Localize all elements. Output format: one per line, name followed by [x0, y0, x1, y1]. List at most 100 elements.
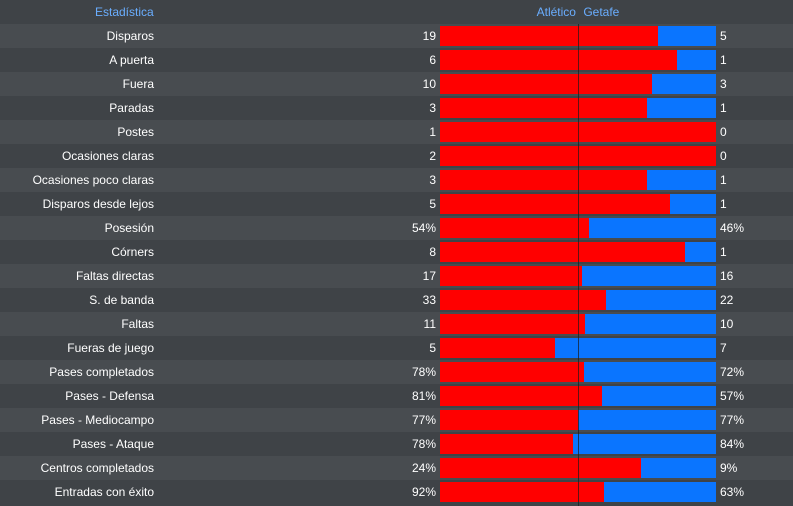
away-value: 3 [720, 77, 727, 91]
home-value: 92% [411, 485, 436, 499]
stat-row: Córners 8 1 [0, 240, 793, 264]
away-value: 1 [720, 197, 727, 211]
stats-header: Estadística Atlético Getafe [0, 0, 793, 24]
away-value: 46% [720, 221, 745, 235]
stat-row: Faltas 11 10 [0, 312, 793, 336]
home-value: 1 [429, 125, 436, 139]
stats-table: Disparos 19 5 A puerta 6 1 Fuera 10 3 Paradas 3 1 Po… [0, 24, 793, 504]
home-value: 3 [429, 173, 436, 187]
home-bar-segment [440, 314, 585, 334]
stat-row: Postes 1 0 [0, 120, 793, 144]
stat-row: Disparos desde lejos 5 1 [0, 192, 793, 216]
stat-row: Entradas con éxito 92% 63% [0, 480, 793, 504]
center-divider [578, 24, 579, 506]
stat-label: Pases - Mediocampo [41, 413, 154, 427]
stat-row: Fuera 10 3 [0, 72, 793, 96]
home-value: 8 [429, 245, 436, 259]
home-value: 33 [422, 293, 436, 307]
away-value: 0 [720, 149, 727, 163]
team-names-header: Atlético Getafe [440, 5, 716, 19]
away-value: 0 [720, 125, 727, 139]
home-bar-segment [440, 242, 686, 262]
away-value: 7 [720, 341, 727, 355]
away-value: 1 [720, 101, 727, 115]
home-value: 5 [429, 197, 436, 211]
stat-label: Pases completados [49, 365, 154, 379]
home-bar-segment [440, 74, 653, 94]
home-bar-segment [440, 458, 641, 478]
stat-label: Postes [117, 125, 154, 139]
away-value: 9% [720, 461, 738, 475]
column-header-statistic[interactable]: Estadística [95, 5, 154, 19]
home-value: 17 [422, 269, 436, 283]
away-value: 63% [720, 485, 745, 499]
away-value: 84% [720, 437, 745, 451]
stat-row: Pases completados 78% 72% [0, 360, 793, 384]
stat-row: S. de banda 33 22 [0, 288, 793, 312]
home-bar-segment [440, 98, 647, 118]
away-value: 77% [720, 413, 745, 427]
home-bar-segment [440, 194, 670, 214]
home-value: 78% [411, 365, 436, 379]
stat-label: Centros completados [40, 461, 154, 475]
stat-label: Disparos [106, 29, 154, 43]
away-value: 72% [720, 365, 745, 379]
home-bar-segment [440, 170, 647, 190]
stat-row: Fueras de juego 5 7 [0, 336, 793, 360]
stat-row: Ocasiones claras 2 0 [0, 144, 793, 168]
stat-label: Pases - Ataque [72, 437, 154, 451]
home-value: 19 [422, 29, 436, 43]
stat-row: Ocasiones poco claras 3 1 [0, 168, 793, 192]
stat-row: Posesión 54% 46% [0, 216, 793, 240]
home-value: 77% [411, 413, 436, 427]
away-team-name[interactable]: Getafe [583, 5, 620, 19]
home-value: 81% [411, 389, 436, 403]
home-value: 10 [422, 77, 436, 91]
away-value: 1 [720, 173, 727, 187]
stat-row: Faltas directas 17 16 [0, 264, 793, 288]
stat-row: Pases - Defensa 81% 57% [0, 384, 793, 408]
away-value: 5 [720, 29, 727, 43]
home-bar-segment [440, 362, 584, 382]
stat-label: Fueras de juego [67, 341, 154, 355]
stat-label: Ocasiones poco claras [32, 173, 154, 187]
home-value: 11 [423, 317, 436, 331]
home-value: 24% [411, 461, 436, 475]
away-value: 1 [720, 245, 727, 259]
away-value: 57% [720, 389, 745, 403]
home-bar-segment [440, 26, 659, 46]
stat-label: Faltas [121, 317, 154, 331]
home-bar-segment [440, 50, 677, 70]
stat-label: Faltas directas [75, 269, 154, 283]
home-bar-segment [440, 218, 590, 238]
stat-label: Paradas [109, 101, 154, 115]
stat-row: A puerta 6 1 [0, 48, 793, 72]
stat-row: Paradas 3 1 [0, 96, 793, 120]
home-value: 5 [429, 341, 436, 355]
home-value: 6 [429, 53, 436, 67]
stat-label: S. de banda [89, 293, 154, 307]
stat-label: Fuera [122, 77, 154, 91]
away-value: 10 [720, 317, 734, 331]
stat-label: A puerta [109, 53, 154, 67]
home-bar-segment [440, 410, 578, 430]
stat-label: Córners [111, 245, 154, 259]
home-value: 54% [411, 221, 436, 235]
home-bar-segment [440, 266, 583, 286]
stat-row: Centros completados 24% 9% [0, 456, 793, 480]
home-value: 78% [411, 437, 436, 451]
stat-row: Pases - Mediocampo 77% 77% [0, 408, 793, 432]
stat-row: Pases - Ataque 78% 84% [0, 432, 793, 456]
home-bar-segment [440, 482, 604, 502]
home-bar-segment [440, 434, 573, 454]
stat-label: Ocasiones claras [61, 149, 154, 163]
away-value: 1 [720, 53, 727, 67]
stat-label: Entradas con éxito [54, 485, 154, 499]
away-value: 16 [720, 269, 734, 283]
home-bar-segment [440, 386, 602, 406]
stat-label: Disparos desde lejos [42, 197, 154, 211]
home-value: 2 [429, 149, 436, 163]
home-bar-segment [440, 290, 606, 310]
home-team-name[interactable]: Atlético [536, 5, 576, 19]
away-value: 22 [720, 293, 734, 307]
